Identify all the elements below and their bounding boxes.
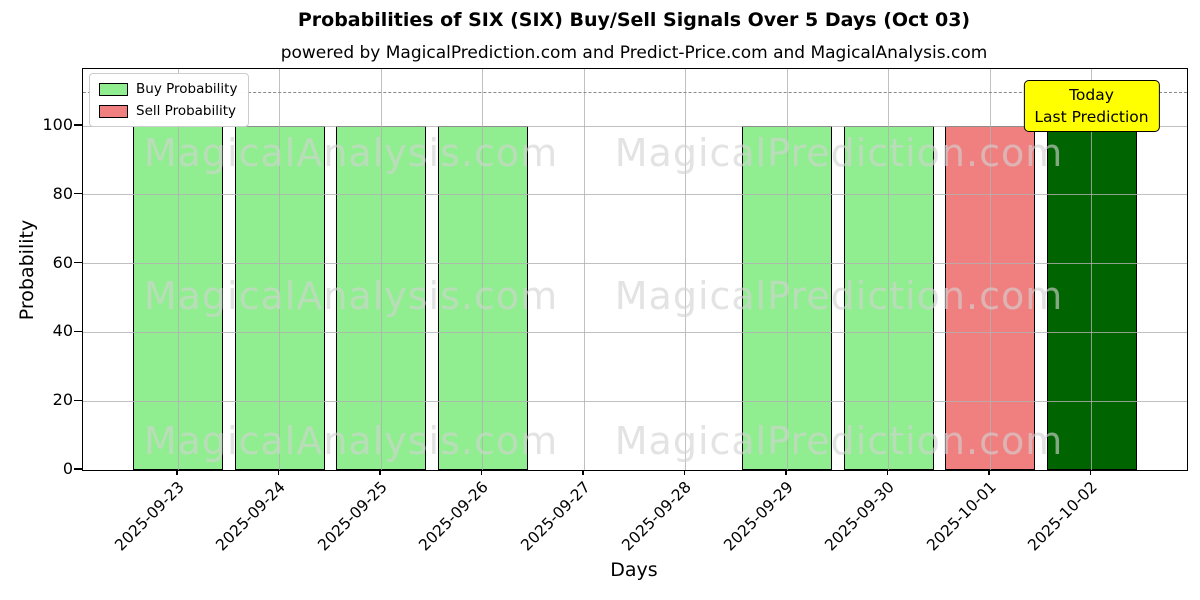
gridline-y-100 <box>83 125 1187 127</box>
x-tick-mark <box>1089 470 1092 475</box>
x-tick-mark <box>277 470 280 475</box>
annotation-line-last-prediction: Last Prediction <box>1034 108 1149 126</box>
legend-label-0: Buy Probability <box>136 81 238 97</box>
watermark-left-0: MagicalAnalysis.com <box>143 131 559 175</box>
watermark-left-1: MagicalAnalysis.com <box>143 274 559 318</box>
y-tick-label: 100 <box>42 115 73 134</box>
y-tick-mark <box>74 468 82 470</box>
x-tick-label: 2025-09-27 <box>517 478 594 555</box>
x-tick-mark <box>176 470 178 475</box>
x-axis-label: Days <box>610 559 658 581</box>
gridline-y-80 <box>83 194 1187 196</box>
gridline-x-2025-09-25 <box>380 69 382 470</box>
y-tick-label: 60 <box>52 252 73 272</box>
x-tick-mark <box>683 470 686 475</box>
gridline-x-2025-10-01 <box>989 69 991 470</box>
x-tick-label: 2025-09-29 <box>720 478 797 555</box>
legend: Buy Probability Sell Probability <box>89 73 250 127</box>
today-annotation: Today Last Prediction <box>1023 80 1160 132</box>
gridline-y-20 <box>83 400 1187 402</box>
x-tick-label: 2025-09-28 <box>618 478 696 555</box>
y-tick-mark <box>74 261 82 264</box>
x-tick-mark <box>988 470 990 475</box>
y-tick-label: 40 <box>52 321 73 341</box>
gridline-x-2025-09-26 <box>482 69 483 470</box>
watermark-right-2: MagicalPrediction.com <box>614 419 1064 463</box>
x-tick-label: 2025-09-24 <box>212 478 290 555</box>
y-tick-label: 20 <box>52 390 73 410</box>
x-tick-label: 2025-09-23 <box>111 478 188 555</box>
x-tick-label: 2025-10-02 <box>1024 478 1102 555</box>
y-tick-mark <box>74 399 82 401</box>
gridline-x-2025-09-30 <box>888 69 889 470</box>
legend-label-1: Sell Probability <box>136 103 237 119</box>
y-tick-mark <box>74 193 82 195</box>
gridline-y-40 <box>83 331 1187 333</box>
gridline-x-2025-09-23 <box>177 69 179 470</box>
x-tick-mark <box>785 470 787 475</box>
x-tick-mark <box>886 470 889 475</box>
gridline-x-2025-09-24 <box>279 69 280 470</box>
chart-subtitle: powered by MagicalPrediction.com and Pre… <box>280 43 988 63</box>
watermark-left-2: MagicalAnalysis.com <box>143 419 559 463</box>
y-tick-label: 80 <box>52 183 73 203</box>
plot-area: Buy Probability Sell Probability Today La… <box>82 68 1188 471</box>
x-tick-label: 2025-10-01 <box>923 478 1000 555</box>
x-tick-mark <box>480 470 483 475</box>
legend-entry-0: Buy Probability <box>99 81 237 97</box>
watermark-right-1: MagicalPrediction.com <box>614 274 1064 318</box>
x-tick-label: 2025-09-26 <box>415 478 493 555</box>
watermark-right-0: MagicalPrediction.com <box>614 131 1064 175</box>
annotation-line-today: Today <box>1069 86 1114 104</box>
x-tick-mark <box>582 470 584 475</box>
legend-swatch-0 <box>99 82 128 96</box>
y-tick-mark <box>74 330 82 333</box>
gridline-x-2025-09-28 <box>685 69 686 470</box>
x-tick-label: 2025-09-25 <box>314 478 391 555</box>
legend-swatch-1 <box>99 104 128 118</box>
gridline-y-60 <box>83 263 1187 265</box>
y-tick-label: 0 <box>62 459 73 478</box>
y-tick-mark <box>74 124 82 126</box>
x-tick-label: 2025-09-30 <box>821 478 899 555</box>
legend-entry-1: Sell Probability <box>99 103 237 119</box>
x-tick-mark <box>379 470 381 475</box>
threshold-line <box>83 91 1187 93</box>
gridline-x-2025-10-02 <box>1091 69 1092 470</box>
gridline-x-2025-09-27 <box>583 69 585 470</box>
gridline-x-2025-09-29 <box>786 69 788 470</box>
chart-title: Probabilities of SIX (SIX) Buy/Sell Sign… <box>297 9 971 31</box>
